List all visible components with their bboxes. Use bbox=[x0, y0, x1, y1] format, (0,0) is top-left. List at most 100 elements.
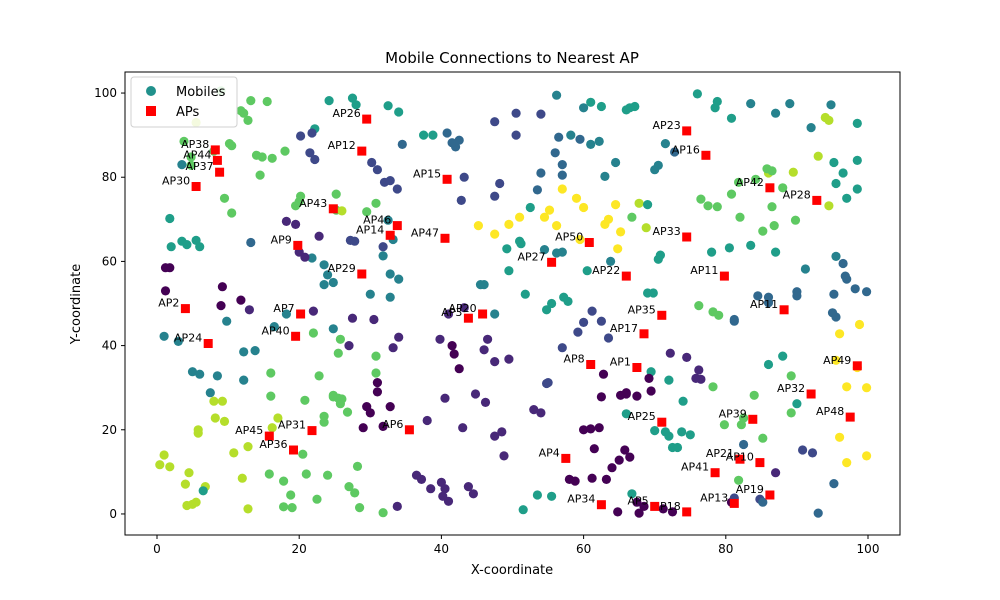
ap-point bbox=[650, 501, 660, 511]
mobile-point bbox=[371, 368, 381, 378]
mobile-point bbox=[281, 309, 291, 319]
mobile-point bbox=[502, 244, 512, 254]
mobile-point bbox=[243, 504, 253, 514]
mobile-point bbox=[352, 461, 363, 471]
mobile-point bbox=[644, 373, 654, 383]
mobile-point bbox=[286, 490, 296, 500]
mobile-point bbox=[575, 134, 585, 144]
mobile-point bbox=[227, 141, 237, 151]
mobile-point bbox=[280, 146, 290, 156]
mobile-point bbox=[324, 96, 334, 106]
mobile-point bbox=[586, 139, 596, 149]
mobile-point bbox=[305, 148, 315, 158]
mobile-point bbox=[310, 154, 320, 165]
mobile-point bbox=[344, 482, 354, 492]
mobile-point bbox=[582, 266, 592, 276]
mobile-point bbox=[212, 371, 222, 381]
mobile-point bbox=[696, 374, 706, 384]
mobile-point bbox=[536, 109, 546, 119]
ap-label: AP47 bbox=[411, 226, 439, 239]
mobile-point bbox=[739, 439, 749, 450]
mobile-point bbox=[708, 382, 718, 392]
mobile-point bbox=[287, 503, 297, 513]
axes: 0 20 40 60 80 100 0 20 40 60 80 100 bbox=[94, 71, 901, 556]
mobile-point bbox=[603, 333, 614, 343]
mobile-point bbox=[307, 253, 317, 263]
ap-label: AP20 bbox=[448, 302, 476, 315]
mobile-point bbox=[255, 170, 265, 180]
mobile-point bbox=[634, 508, 644, 518]
mobile-point bbox=[788, 167, 798, 177]
mobile-point bbox=[785, 99, 795, 109]
ap-label: AP37 bbox=[185, 160, 213, 173]
x-tick-label: 100 bbox=[857, 542, 880, 556]
ap-label: AP15 bbox=[413, 167, 441, 180]
legend-aps-marker bbox=[146, 106, 156, 116]
mobile-point bbox=[589, 444, 599, 454]
mobile-point bbox=[515, 212, 525, 222]
mobile-point bbox=[328, 324, 338, 334]
mobile-point bbox=[658, 504, 668, 514]
mobile-point bbox=[557, 170, 567, 180]
mobile-point bbox=[205, 388, 215, 398]
mobile-point bbox=[264, 469, 274, 479]
mobile-point bbox=[632, 497, 642, 507]
ap-point bbox=[596, 500, 606, 510]
mobile-point bbox=[515, 236, 525, 246]
ap-point bbox=[682, 126, 692, 136]
mobile-point bbox=[480, 397, 491, 407]
ap-label: AP4 bbox=[539, 446, 560, 459]
mobile-point bbox=[419, 130, 429, 140]
ap-point bbox=[212, 155, 222, 165]
mobile-point bbox=[813, 151, 823, 161]
ap-label: AP30 bbox=[162, 175, 190, 188]
mobile-point bbox=[627, 489, 637, 499]
mobile-point bbox=[665, 348, 675, 358]
mobile-point bbox=[667, 507, 678, 517]
mobile-point bbox=[613, 507, 623, 517]
mobile-point bbox=[771, 108, 781, 118]
mobile-point bbox=[607, 463, 617, 473]
mobile-point bbox=[682, 352, 692, 362]
mobile-point bbox=[180, 479, 190, 489]
mobile-point bbox=[696, 194, 706, 204]
mobile-point bbox=[165, 462, 175, 472]
mobile-point bbox=[518, 505, 528, 515]
mobile-point bbox=[475, 280, 486, 290]
mobile-point bbox=[672, 442, 683, 453]
mobile-point bbox=[600, 171, 610, 181]
mobile-point bbox=[490, 191, 500, 201]
mobile-point bbox=[422, 415, 432, 426]
mobile-point bbox=[394, 332, 404, 342]
mobile-point bbox=[458, 423, 468, 433]
ap-point bbox=[392, 221, 402, 231]
ap-point bbox=[719, 271, 729, 281]
mobile-point bbox=[601, 474, 612, 484]
mobile-point bbox=[547, 491, 557, 501]
mobile-point bbox=[664, 431, 674, 441]
mobile-point bbox=[246, 96, 256, 106]
mobile-point bbox=[365, 408, 375, 418]
ap-label: AP44 bbox=[183, 148, 211, 161]
mobile-point bbox=[216, 301, 226, 311]
mobile-point bbox=[790, 215, 801, 225]
mobile-point bbox=[296, 191, 306, 201]
y-tick-label: 80 bbox=[102, 170, 117, 184]
mobile-point bbox=[447, 138, 457, 148]
ap-point bbox=[845, 412, 855, 422]
mobile-point bbox=[529, 405, 539, 415]
mobile-point bbox=[219, 193, 230, 203]
mobile-point bbox=[550, 148, 560, 158]
mobile-point bbox=[539, 245, 550, 255]
ap-label: AP23 bbox=[653, 119, 681, 132]
mobile-point bbox=[621, 389, 631, 399]
mobile-point bbox=[237, 473, 247, 483]
mobile-point bbox=[454, 364, 464, 374]
mobile-point bbox=[347, 313, 358, 323]
mobile-point bbox=[511, 108, 521, 118]
ap-label: AP32 bbox=[777, 382, 805, 395]
mobile-point bbox=[778, 183, 788, 193]
mobile-point bbox=[209, 396, 219, 406]
mobile-point bbox=[337, 206, 347, 216]
ap-label: AP6 bbox=[382, 418, 403, 431]
